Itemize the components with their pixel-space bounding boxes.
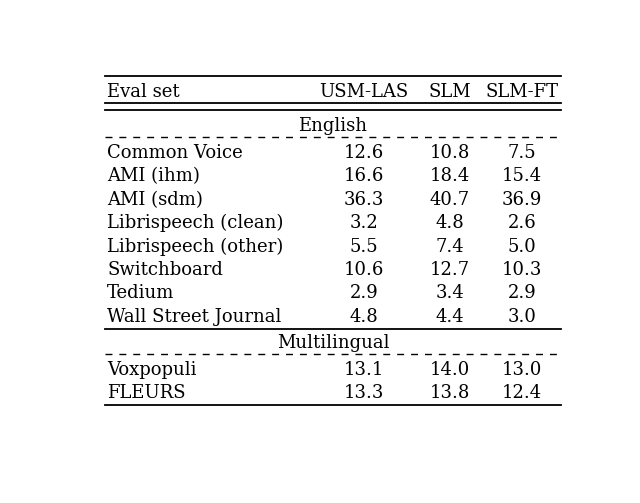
Text: 5.5: 5.5 xyxy=(350,237,378,256)
Text: 2.6: 2.6 xyxy=(508,214,536,232)
Text: AMI (sdm): AMI (sdm) xyxy=(108,191,203,209)
Text: FLEURS: FLEURS xyxy=(108,384,186,402)
Text: 10.3: 10.3 xyxy=(502,261,543,279)
Text: 13.3: 13.3 xyxy=(344,384,384,402)
Text: 16.6: 16.6 xyxy=(344,167,384,185)
Text: 10.8: 10.8 xyxy=(429,144,470,162)
Text: Tedium: Tedium xyxy=(108,285,175,302)
Text: 13.1: 13.1 xyxy=(344,361,384,379)
Text: 5.0: 5.0 xyxy=(508,237,536,256)
Text: 12.4: 12.4 xyxy=(502,384,542,402)
Text: 14.0: 14.0 xyxy=(429,361,470,379)
Text: Wall Street Journal: Wall Street Journal xyxy=(108,308,282,326)
Text: 4.4: 4.4 xyxy=(435,308,464,326)
Text: 3.2: 3.2 xyxy=(349,214,378,232)
Text: 18.4: 18.4 xyxy=(429,167,470,185)
Text: 12.7: 12.7 xyxy=(429,261,470,279)
Text: USM-LAS: USM-LAS xyxy=(319,83,409,101)
Text: Librispeech (clean): Librispeech (clean) xyxy=(108,214,284,232)
Text: 2.9: 2.9 xyxy=(508,285,536,302)
Text: 36.9: 36.9 xyxy=(502,191,543,209)
Text: 10.6: 10.6 xyxy=(344,261,384,279)
Text: 3.0: 3.0 xyxy=(508,308,537,326)
Text: Switchboard: Switchboard xyxy=(108,261,223,279)
Text: Common Voice: Common Voice xyxy=(108,144,243,162)
Text: 13.8: 13.8 xyxy=(429,384,470,402)
Text: English: English xyxy=(298,118,367,135)
Text: 4.8: 4.8 xyxy=(349,308,378,326)
Text: 40.7: 40.7 xyxy=(429,191,470,209)
Text: Multilingual: Multilingual xyxy=(276,334,389,352)
Text: 13.0: 13.0 xyxy=(502,361,543,379)
Text: 2.9: 2.9 xyxy=(349,285,378,302)
Text: AMI (ihm): AMI (ihm) xyxy=(108,167,200,185)
Text: Eval set: Eval set xyxy=(108,83,180,101)
Text: 7.5: 7.5 xyxy=(508,144,536,162)
Text: 15.4: 15.4 xyxy=(502,167,542,185)
Text: 36.3: 36.3 xyxy=(344,191,384,209)
Text: 7.4: 7.4 xyxy=(435,237,464,256)
Text: 4.8: 4.8 xyxy=(435,214,464,232)
Text: 12.6: 12.6 xyxy=(344,144,384,162)
Text: Voxpopuli: Voxpopuli xyxy=(108,361,196,379)
Text: 3.4: 3.4 xyxy=(435,285,464,302)
Text: SLM: SLM xyxy=(428,83,471,101)
Text: Librispeech (other): Librispeech (other) xyxy=(108,237,284,256)
Text: SLM-FT: SLM-FT xyxy=(486,83,559,101)
